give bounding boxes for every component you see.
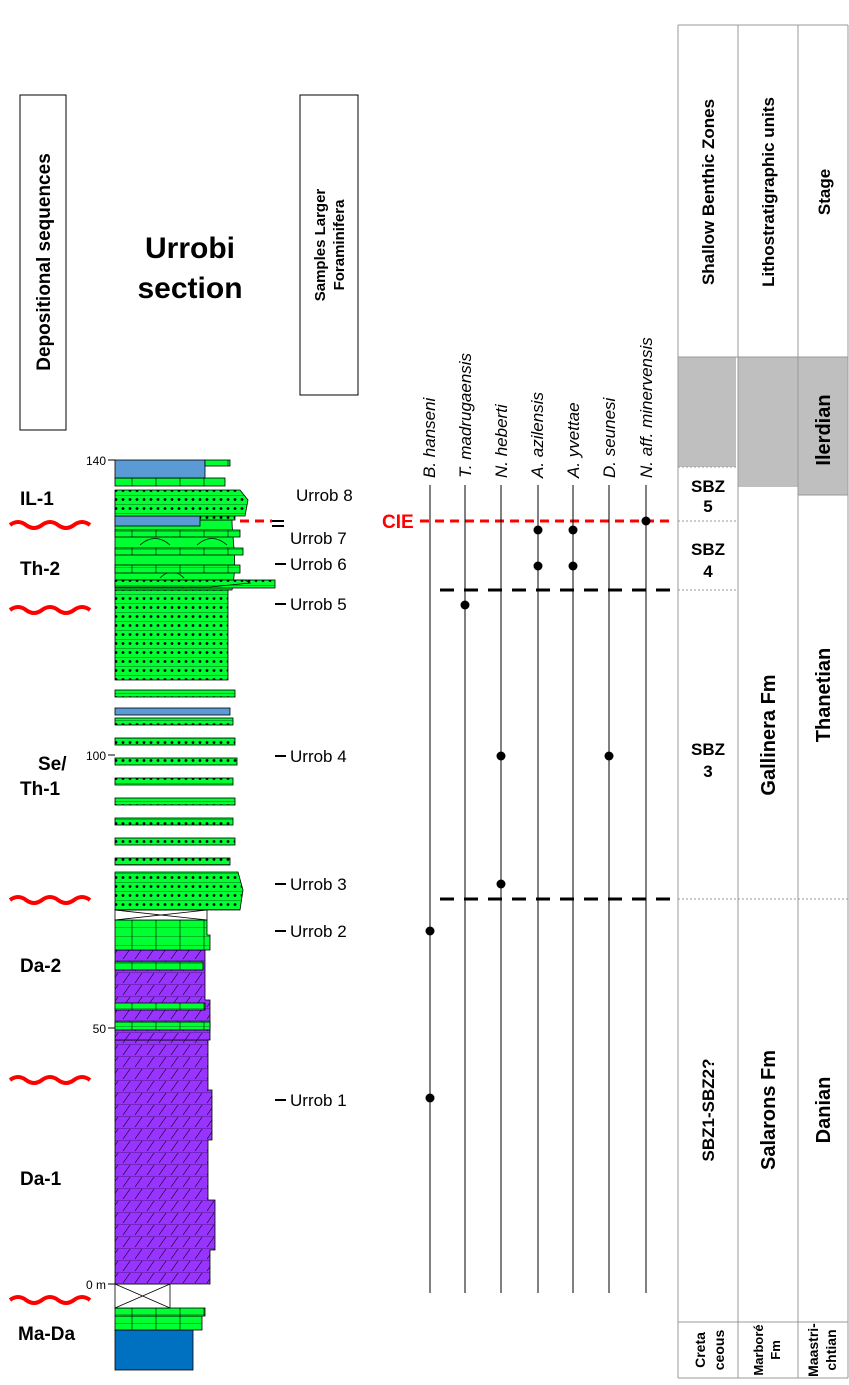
stage-label: Ilerdian — [813, 394, 835, 465]
scale-tick-label: 0 m — [86, 1278, 106, 1292]
sbz-label: SBZ — [691, 740, 725, 759]
occurrence-dot — [460, 600, 470, 610]
sequence-label: Da-1 — [20, 1169, 62, 1190]
sample-label: Urrob 3 — [290, 875, 347, 894]
taxon-name: T. madrugaensis — [456, 352, 475, 478]
occurrence-dot — [425, 1093, 435, 1103]
taxon-name: D. seunesi — [600, 396, 619, 478]
sample-label: Urrob 2 — [290, 922, 347, 941]
sbz-label: SBZ — [691, 477, 725, 496]
sbz-label: 5 — [703, 497, 712, 516]
taxon-name: A. yvettae — [564, 402, 583, 479]
sample-label: Urrob 7 — [290, 529, 347, 548]
sequence-label: Se/ — [38, 754, 67, 775]
section-title-line2: section — [137, 272, 242, 305]
taxa-range-chart: B. hanseni T. madrugaensis N. heberti A.… — [420, 337, 675, 1293]
sequence-label: Th-1 — [20, 779, 61, 800]
litho-label: Marboré — [751, 1324, 766, 1375]
sequence-label: Ma-Da — [18, 1324, 75, 1345]
occurrence-dot — [496, 751, 506, 761]
sample-label: Urrob 8 — [296, 486, 353, 505]
samples-label-line1: Samples Larger — [312, 189, 329, 302]
samples-box: Samples Larger Foraminifera — [299, 94, 359, 396]
taxon-name: N. aff. minervensis — [637, 337, 656, 478]
stage-label: Maastri- — [805, 1323, 821, 1377]
occurrence-dot — [568, 525, 578, 535]
litho-label: Gallinera Fm — [758, 674, 780, 795]
occurrence-dot — [604, 751, 614, 761]
cie-marker: CIE — [240, 512, 675, 533]
sbz-label: 4 — [703, 562, 713, 581]
depositional-sequences-box: Depositional sequences — [19, 94, 67, 431]
occurrence-dot — [425, 926, 435, 936]
cie-label: CIE — [382, 512, 414, 533]
sbz-label: 3 — [703, 762, 712, 781]
sequence-label: IL-1 — [20, 489, 54, 510]
sequence-labels: IL-1 Th-2 Se/ Th-1 Da-2 Da-1 Ma-Da — [18, 489, 75, 1345]
unconformity-lines — [8, 520, 92, 1305]
litho-label: Fm — [768, 1340, 783, 1360]
sequence-label: Da-2 — [20, 956, 61, 977]
sbz-label: Creta — [692, 1332, 708, 1368]
section-title-line1: Urrobi — [145, 232, 235, 265]
unconformity-line — [8, 1295, 92, 1305]
samples-label-line2: Foraminifera — [331, 199, 348, 291]
unconformity-line — [8, 605, 92, 615]
scale-tick-label: 140 — [86, 454, 106, 468]
stage-label: Thanetian — [813, 648, 835, 742]
stage-label: chtian — [823, 1329, 839, 1370]
sample-label: Urrob 5 — [290, 595, 347, 614]
unconformity-line — [8, 895, 92, 905]
litho-label: Salarons Fm — [758, 1050, 780, 1170]
unconformity-line — [8, 1075, 92, 1085]
depositional-sequences-label: Depositional sequences — [34, 153, 55, 371]
column-header: Lithostratigraphic units — [759, 97, 778, 287]
scale-tick-label: 100 — [86, 749, 106, 763]
taxon-name: N. heberti — [492, 403, 511, 478]
sample-label: Urrob 6 — [290, 555, 347, 574]
right-columns: Shallow Benthic Zones Lithostratigraphic… — [677, 24, 849, 1379]
taxon-name: A. azilensis — [528, 392, 547, 479]
column-header: Stage — [815, 169, 834, 215]
sample-label: Urrob 1 — [290, 1091, 347, 1110]
column-header: Shallow Benthic Zones — [699, 99, 718, 285]
occurrence-dot — [568, 561, 578, 571]
scale-ticks: 0 m 50 100 140 — [86, 454, 115, 1292]
stage-label: Danian — [813, 1077, 835, 1144]
sequence-label: Th-2 — [20, 559, 60, 580]
occurrence-dot — [533, 561, 543, 571]
occurrence-dot — [533, 525, 543, 535]
unconformity-line — [8, 520, 92, 530]
sbz-label: ceous — [711, 1330, 727, 1371]
taxon-name: B. hanseni — [420, 396, 439, 478]
sample-label: Urrob 4 — [290, 747, 347, 766]
lithologic-column — [114, 459, 276, 1371]
sbz-label: SBZ1-SBZ2? — [699, 1059, 718, 1162]
occurrence-dot — [496, 879, 506, 889]
sample-labels: Urrob 8 Urrob 7 Urrob 6 Urrob 5 Urrob 4 … — [272, 486, 353, 1110]
occurrence-dot — [641, 516, 651, 526]
scale-tick-label: 50 — [93, 1022, 107, 1036]
sbz-label: SBZ — [691, 540, 725, 559]
